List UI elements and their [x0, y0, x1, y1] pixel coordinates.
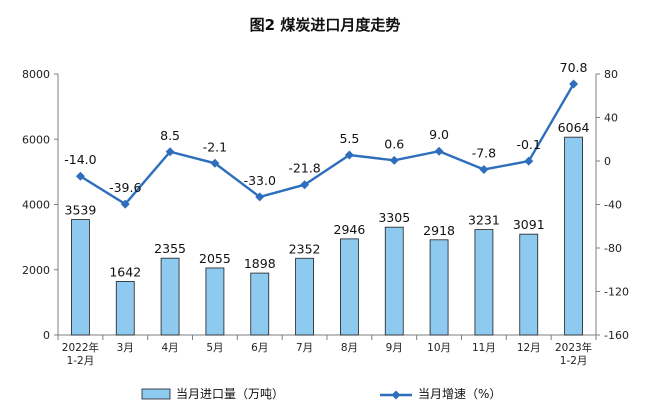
bar	[160, 257, 180, 336]
x-tick-label-line: 2023年	[555, 341, 592, 354]
bar	[474, 229, 494, 336]
x-tick-label-line: 6月	[251, 342, 268, 354]
x-tick-label: 5月	[206, 342, 223, 354]
x-tick-label-line: 11月	[472, 342, 496, 354]
line-point	[479, 164, 489, 174]
line-point	[344, 150, 354, 160]
line-value-label: 0.6	[384, 136, 404, 151]
bar	[71, 219, 90, 336]
x-tick-label-line: 12月	[517, 342, 541, 354]
growth-line: -14.0 -39.6 8.5 -2.1 -33.0 -21.8 5.5 0.6 9.0 -7.8…	[64, 60, 588, 209]
x-tick-label: 6月	[251, 342, 268, 354]
line-point	[255, 192, 265, 202]
line-value-label: 9.0	[429, 127, 449, 142]
x-tick-label: 9月	[386, 342, 403, 354]
y-left-tick-label: 2000	[22, 264, 50, 277]
line-value-label: 5.5	[339, 131, 359, 146]
y-right-tick-label: 80	[604, 68, 618, 81]
x-tick-label-line: 2022年	[62, 341, 99, 354]
x-tick-label-line: 8月	[341, 342, 358, 354]
bar-value-label: 2918	[423, 223, 455, 238]
bar	[115, 281, 135, 336]
line-point	[120, 199, 130, 209]
line-point	[165, 147, 175, 157]
y-left-tick-label: 0	[43, 329, 50, 342]
x-tick-label-line: 9月	[386, 342, 403, 354]
x-tick-label: 8月	[341, 342, 358, 354]
line-point	[210, 158, 220, 168]
chart-title: 图2 煤炭进口月度走势	[249, 16, 401, 34]
line-value-label: -33.0	[244, 173, 276, 188]
bar-value-label: 2946	[334, 222, 366, 237]
legend: 当月进口量（万吨） 当月增速（%）	[141, 387, 501, 401]
legend-bar-swatch	[141, 388, 171, 400]
bar	[564, 136, 583, 336]
x-tick-label: 7月	[296, 342, 313, 354]
line-value-label: -0.1	[517, 137, 541, 152]
bar	[384, 226, 404, 336]
bar	[250, 272, 270, 336]
x-tick-label-line: 10月	[427, 342, 451, 354]
bar-value-label: 6064	[558, 120, 590, 135]
bar-value-label: 3539	[65, 203, 97, 218]
legend-bar-label: 当月进口量（万吨）	[176, 387, 284, 401]
bars: 3539 1642 2355 2055 1898 2352 2946 3305 2918 3231…	[65, 120, 590, 336]
y-left-tick-label: 4000	[22, 199, 50, 212]
y-right-tick-label: -80	[604, 242, 622, 255]
y-right-tick-label: -40	[604, 199, 622, 212]
y-left-tick-label: 8000	[22, 68, 50, 81]
bar-value-label: 3305	[378, 210, 410, 225]
growth-line-path	[79, 83, 575, 206]
x-tick-label: 11月	[472, 342, 496, 354]
y-left-tick-label: 6000	[22, 133, 50, 146]
line-value-label: -14.0	[64, 152, 96, 167]
line-value-label: -21.8	[288, 161, 320, 176]
y-right-tick-label: -160	[604, 329, 629, 342]
legend-line-label: 当月增速（%）	[418, 387, 501, 401]
x-tick-label-line: 7月	[296, 342, 313, 354]
legend-line-marker	[391, 390, 401, 400]
line-point	[389, 155, 399, 165]
bar	[519, 233, 539, 336]
bar-value-label: 2055	[199, 251, 231, 266]
x-tick-label: 12月	[517, 342, 541, 354]
bar	[429, 239, 449, 336]
y-right-tick-label: 40	[604, 112, 618, 125]
bar	[295, 257, 314, 336]
line-point	[524, 156, 534, 166]
line-value-label: -7.8	[472, 145, 496, 160]
bar	[340, 238, 359, 336]
bar-value-label: 1898	[244, 256, 276, 271]
bar-value-label: 1642	[109, 264, 141, 279]
line-value-label: 8.5	[160, 128, 180, 143]
x-tick-label: 2022年 1-2月	[62, 341, 99, 367]
line-point	[300, 180, 310, 190]
bar-value-label: 2355	[154, 241, 186, 256]
x-tick-label-line: 1-2月	[560, 355, 588, 367]
x-tick-label-line: 1-2月	[67, 355, 95, 367]
bar-value-label: 3091	[513, 217, 545, 232]
line-value-label: -39.6	[109, 180, 141, 195]
x-tick-label-line: 5月	[206, 342, 223, 354]
x-tick-label: 4月	[161, 342, 178, 354]
line-value-label: 70.8	[560, 60, 588, 75]
x-tick-label: 3月	[117, 342, 134, 354]
bar-value-label: 2352	[289, 241, 321, 256]
line-point	[569, 79, 579, 89]
x-tick-label: 10月	[427, 342, 451, 354]
bar-value-label: 3231	[468, 213, 500, 228]
line-point	[75, 171, 85, 181]
x-tick-label: 2023年 1-2月	[555, 341, 592, 367]
x-tick-label-line: 3月	[117, 342, 134, 354]
axes: 0 2000 4000 6000 8000 -160 -120 -80 -40 0 40 80 2022…	[22, 68, 629, 367]
x-tick-label-line: 4月	[161, 342, 178, 354]
y-right-tick-label: -120	[604, 286, 629, 299]
y-right-tick-label: 0	[604, 155, 611, 168]
line-value-label: -2.1	[203, 139, 227, 154]
bar	[205, 267, 225, 336]
line-point	[434, 146, 444, 156]
